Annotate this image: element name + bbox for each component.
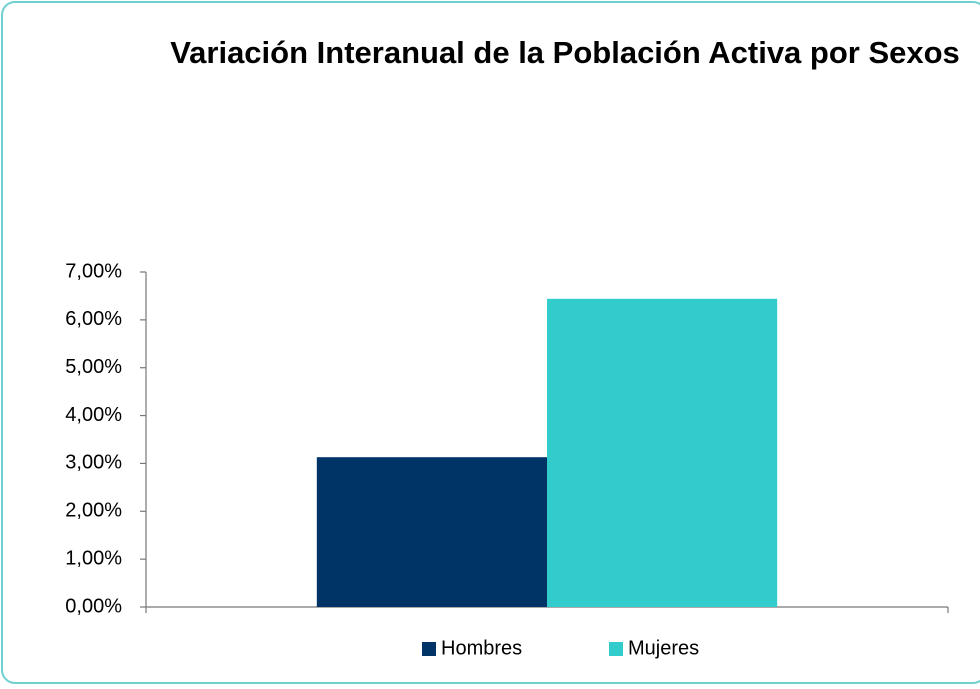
y-tick-label: 6,00% bbox=[65, 308, 122, 330]
bar bbox=[316, 457, 547, 607]
chart-title: Variación Interanual de la Población Act… bbox=[170, 35, 960, 70]
legend-label: Hombres bbox=[441, 637, 522, 659]
legend-label: Mujeres bbox=[628, 637, 699, 659]
y-tick-label: 0,00% bbox=[65, 595, 122, 617]
y-tick-label: 2,00% bbox=[65, 500, 122, 522]
y-tick-label: 4,00% bbox=[65, 404, 122, 426]
y-tick-label: 3,00% bbox=[65, 452, 122, 474]
y-tick-label: 1,00% bbox=[65, 547, 122, 569]
legend-swatch bbox=[609, 642, 623, 656]
bar bbox=[547, 298, 778, 607]
y-tick-label: 7,00% bbox=[65, 260, 122, 282]
y-tick-label: 5,00% bbox=[65, 356, 122, 378]
legend-swatch bbox=[422, 642, 436, 656]
